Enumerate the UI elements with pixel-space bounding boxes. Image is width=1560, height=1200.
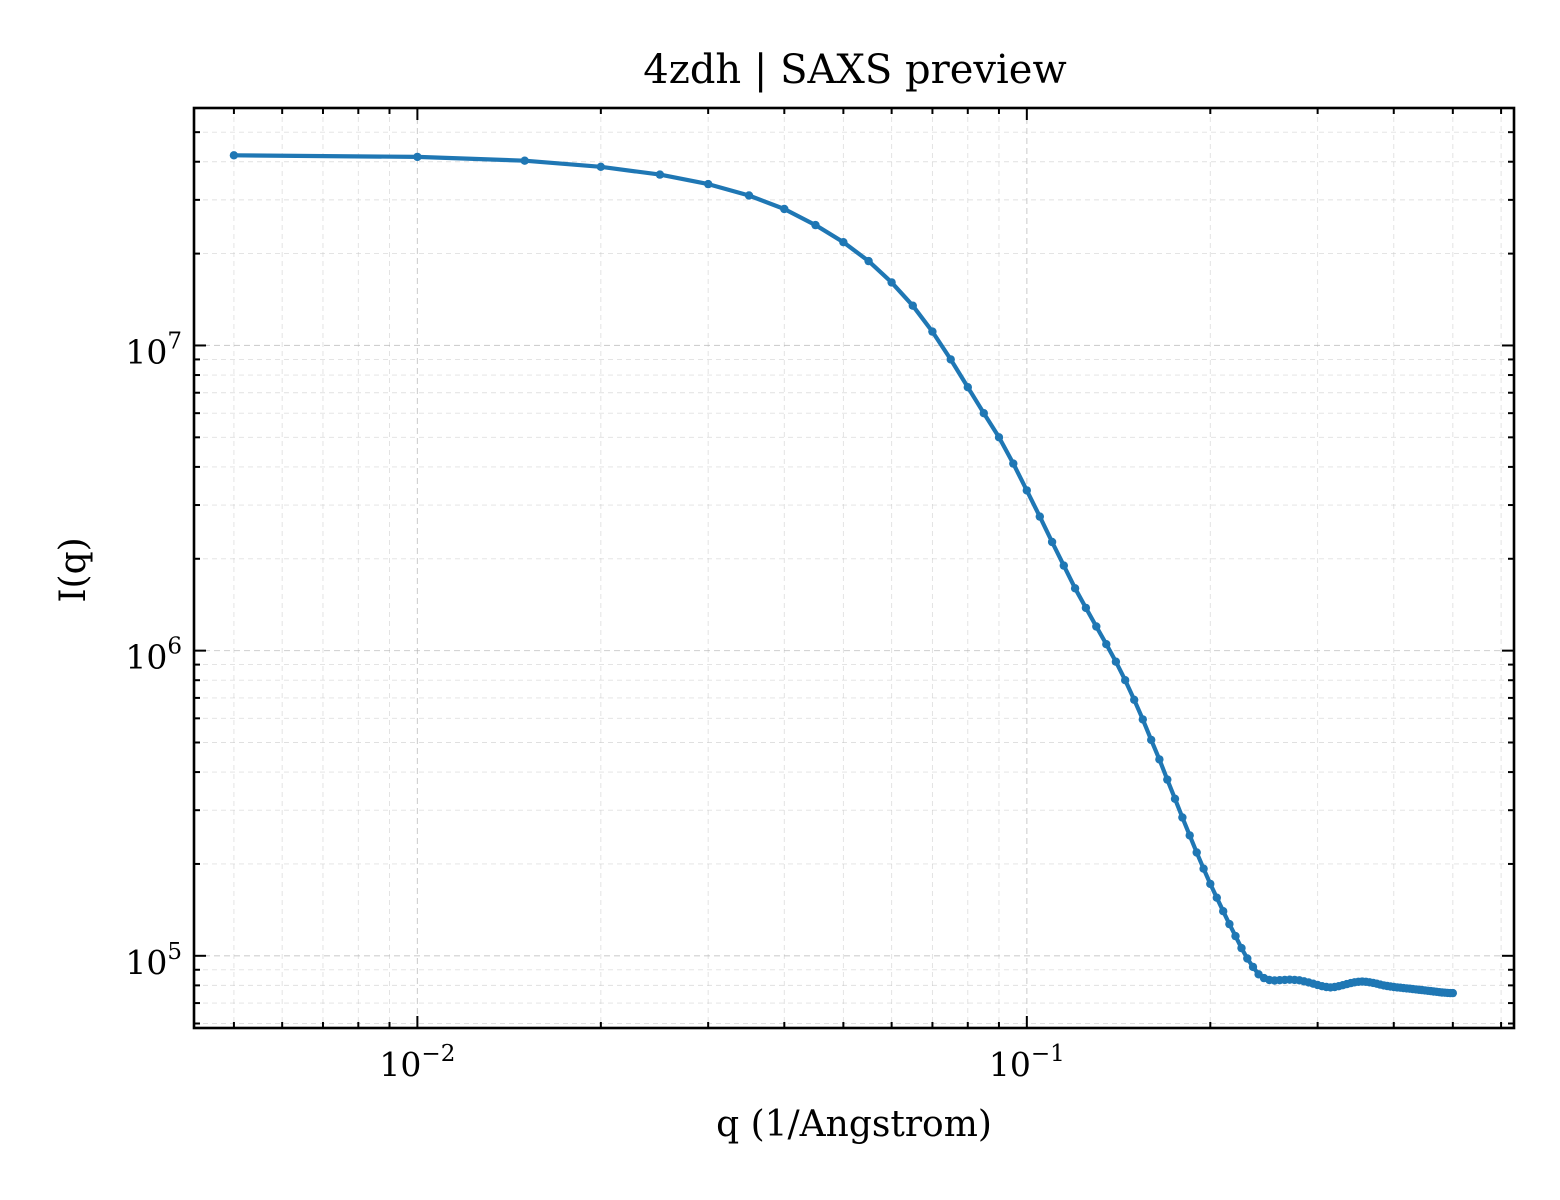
data-point	[744, 191, 754, 200]
y-tick-label: 105	[125, 939, 182, 982]
data-point	[1155, 755, 1164, 764]
data-point	[1059, 561, 1069, 570]
data-point	[780, 204, 789, 214]
data-point	[1092, 622, 1101, 631]
data-point	[596, 162, 605, 171]
data-point	[1206, 879, 1215, 889]
x-tick-label: 10−1	[989, 1041, 1065, 1084]
chart-title: 4zdh | SAXS preview	[643, 47, 1066, 93]
data-point	[1237, 943, 1246, 953]
data-point	[1231, 931, 1240, 941]
data-series	[229, 151, 1458, 998]
data-point	[1147, 735, 1156, 745]
data-point	[1199, 864, 1208, 873]
data-point	[1185, 831, 1194, 840]
data-point	[1102, 640, 1111, 649]
x-tick-label: 10−2	[379, 1041, 455, 1084]
data-point	[1111, 657, 1121, 666]
data-point	[979, 409, 988, 418]
data-point	[1035, 512, 1045, 521]
data-point	[908, 301, 917, 310]
data-point	[1212, 893, 1222, 902]
y-tick-label: 107	[125, 328, 182, 371]
x-axis-label: q (1/Angstrom)	[716, 1104, 992, 1145]
data-point	[928, 327, 937, 336]
data-point	[1178, 813, 1187, 822]
data-point	[1448, 988, 1458, 998]
plot-frame	[192, 106, 1516, 1030]
data-point	[1009, 459, 1018, 468]
y-axis-label: I(q)	[53, 537, 94, 602]
data-point	[1225, 919, 1234, 929]
grid	[194, 107, 1514, 1028]
data-point	[946, 355, 955, 364]
data-point	[963, 383, 972, 392]
data-point	[1070, 584, 1080, 593]
data-point	[811, 220, 820, 230]
y-tick-label: 106	[125, 634, 182, 677]
data-point	[887, 278, 896, 287]
data-point	[1047, 537, 1057, 547]
data-point	[1192, 848, 1201, 857]
data-point	[1130, 695, 1139, 704]
data-point	[1081, 603, 1091, 613]
data-point	[1121, 676, 1130, 685]
axis-ticks	[194, 107, 1514, 1028]
data-point	[994, 433, 1004, 442]
data-point	[1163, 775, 1172, 784]
data-point	[864, 256, 873, 266]
data-point	[704, 179, 713, 189]
tick-labels: 10−2 10−1 105 106 107	[125, 328, 1064, 1084]
data-point	[655, 170, 665, 179]
data-point	[1138, 715, 1148, 724]
data-point	[1170, 794, 1180, 803]
data-point	[229, 151, 239, 160]
data-point	[1219, 907, 1228, 916]
data-point	[839, 238, 848, 247]
data-point	[1243, 954, 1252, 963]
data-point	[1022, 486, 1031, 495]
data-point	[1248, 962, 1258, 972]
data-point	[520, 156, 529, 165]
data-point	[413, 152, 422, 162]
